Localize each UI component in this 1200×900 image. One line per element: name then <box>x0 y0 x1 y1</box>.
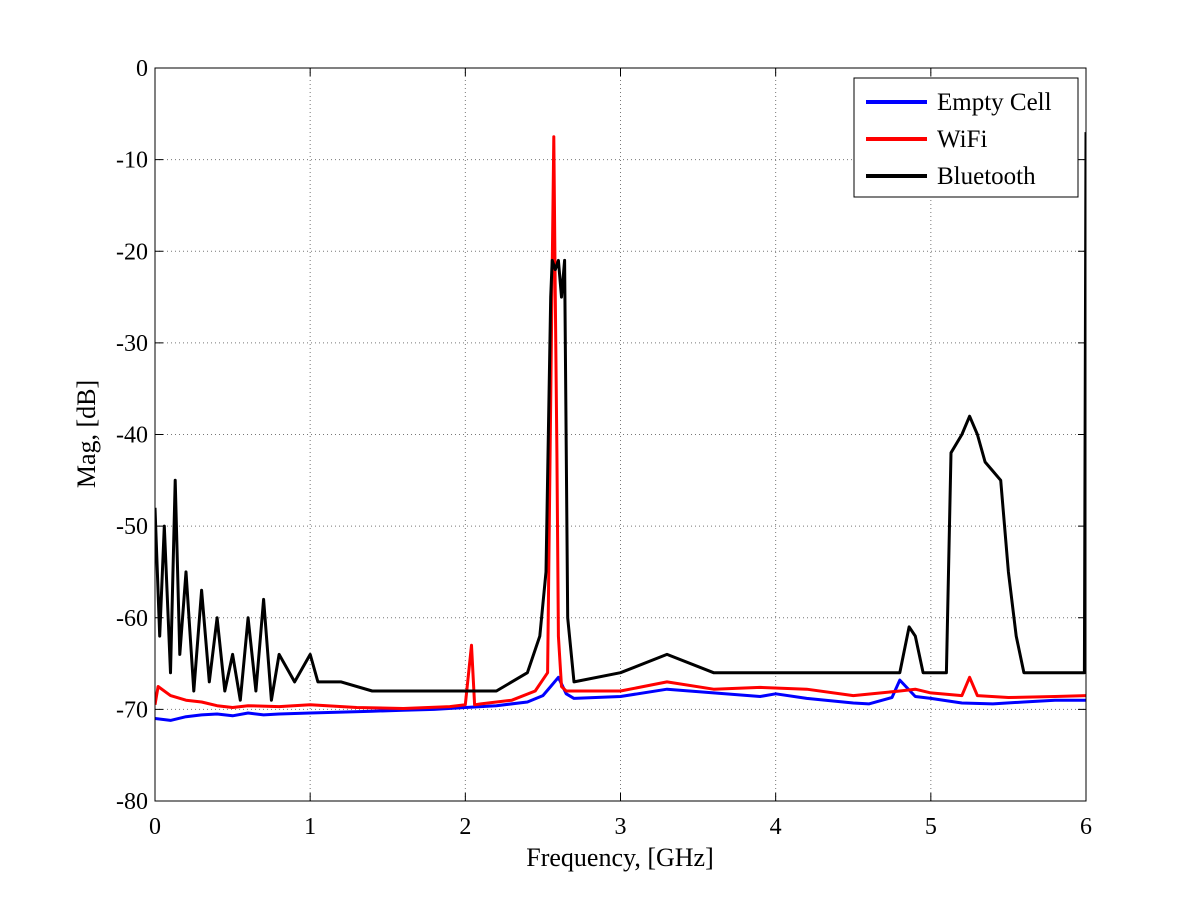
y-tick-label: 0 <box>136 56 148 82</box>
x-tick-label: 1 <box>304 814 316 840</box>
x-axis-label: Frequency, [GHz] <box>526 843 713 872</box>
y-axis-label: Mag, [dB] <box>72 380 101 488</box>
series-layer <box>155 132 1086 722</box>
x-tick-label: 2 <box>459 814 471 840</box>
axis-ticks <box>154 67 1087 802</box>
tick-labels: 0 1 2 3 4 5 6 0 -10 -20 -30 -40 -50 -60 -70 -80 <box>116 56 1092 840</box>
x-tick-label: 0 <box>149 814 161 840</box>
y-tick-label: -60 <box>116 606 148 632</box>
legend: Empty Cell WiFi Bluetooth <box>853 77 1079 198</box>
legend-label: Empty Cell <box>937 89 1052 116</box>
x-tick-label: 6 <box>1080 814 1092 840</box>
series-line-wifi <box>155 135 1086 710</box>
legend-label: WiFi <box>937 126 987 153</box>
x-tick-label: 3 <box>615 814 627 840</box>
series-line-bluetooth <box>155 132 1086 702</box>
x-tick-label: 5 <box>925 814 937 840</box>
y-tick-label: -80 <box>116 789 148 815</box>
y-tick-label: -10 <box>116 148 148 174</box>
y-tick-label: -70 <box>116 697 148 723</box>
y-tick-label: -30 <box>116 331 148 357</box>
y-tick-label: -50 <box>116 514 148 540</box>
x-tick-label: 4 <box>770 814 782 840</box>
y-tick-label: -40 <box>116 423 148 449</box>
legend-label: Bluetooth <box>937 163 1036 190</box>
y-tick-label: -20 <box>116 239 148 265</box>
